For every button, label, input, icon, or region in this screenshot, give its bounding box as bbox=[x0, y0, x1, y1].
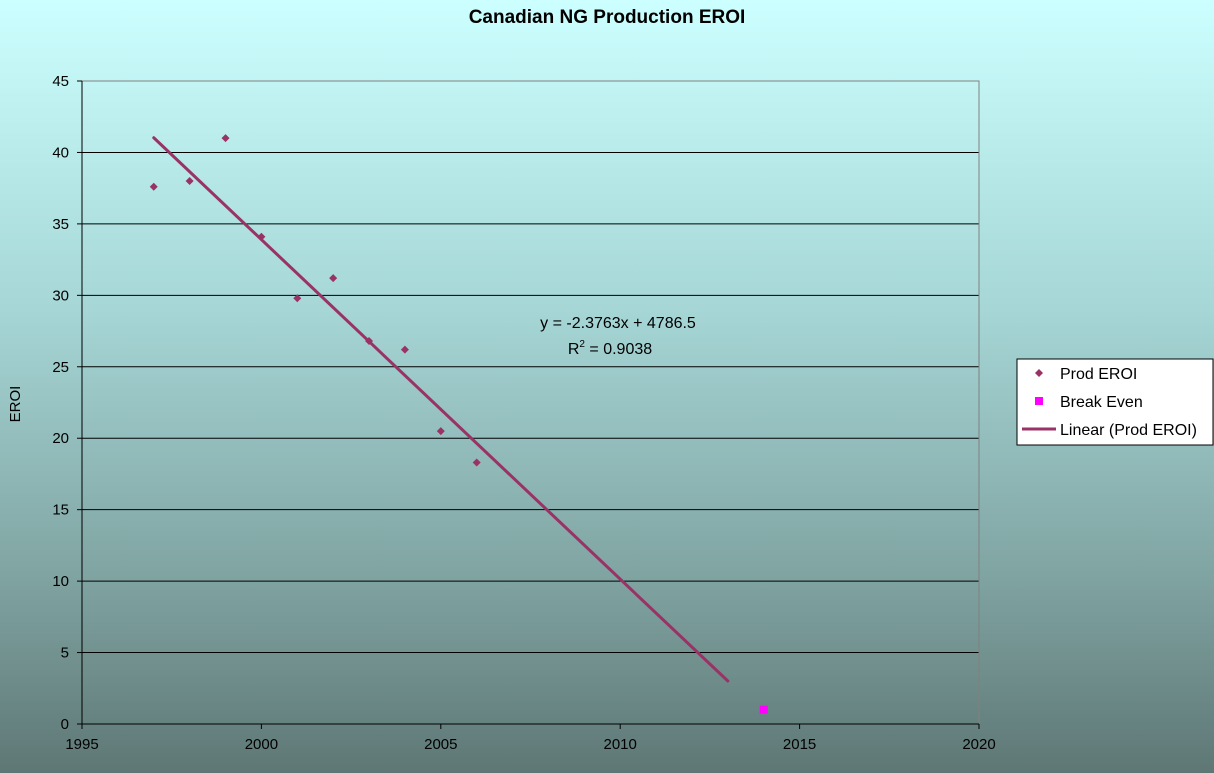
y-tick-label: 5 bbox=[61, 645, 69, 662]
legend-prod-eroi-label: Prod EROI bbox=[1060, 366, 1137, 383]
data-points bbox=[149, 134, 768, 714]
r2-suffix: = 0.9038 bbox=[585, 341, 652, 358]
prod-eroi-point bbox=[472, 458, 481, 467]
prod-eroi-point bbox=[293, 294, 302, 303]
gridlines bbox=[82, 80, 979, 654]
y-tick-label: 45 bbox=[52, 73, 69, 90]
y-tick-label: 35 bbox=[52, 216, 69, 233]
y-tick-label: 20 bbox=[52, 430, 69, 447]
plot-area-border bbox=[81, 80, 980, 725]
chart-title: Canadian NG Production EROI bbox=[469, 7, 746, 28]
y-tick-label: 30 bbox=[52, 287, 69, 304]
x-tick-label: 2020 bbox=[962, 736, 995, 753]
x-tick-label: 2005 bbox=[424, 736, 457, 753]
legend-prod-eroi-marker bbox=[1035, 369, 1043, 377]
y-tick-label: 25 bbox=[52, 359, 69, 376]
prod-eroi-point bbox=[149, 182, 158, 191]
y-tick-label: 10 bbox=[52, 573, 69, 590]
y-tick-label: 15 bbox=[52, 502, 69, 519]
prod-eroi-point bbox=[365, 337, 374, 346]
trendline-layer bbox=[152, 136, 730, 683]
trendline-linear-prod-eroi bbox=[152, 136, 730, 683]
x-tick-label: 1995 bbox=[65, 736, 98, 753]
legend-break-even-marker bbox=[1035, 397, 1043, 405]
prod-eroi-point bbox=[257, 232, 266, 241]
prod-eroi-point bbox=[221, 134, 230, 143]
x-tick-label: 2010 bbox=[604, 736, 637, 753]
x-tick-label: 2000 bbox=[245, 736, 278, 753]
legend: Prod EROI Break Even Linear (Prod EROI) bbox=[1016, 358, 1214, 446]
legend-box bbox=[1016, 358, 1214, 446]
legend-linear-label: Linear (Prod EROI) bbox=[1060, 422, 1197, 439]
x-tick-label: 2015 bbox=[783, 736, 816, 753]
prod-eroi-point bbox=[400, 345, 409, 354]
y-tick-label: 40 bbox=[52, 144, 69, 161]
legend-break-even-label: Break Even bbox=[1060, 394, 1143, 411]
prod-eroi-point bbox=[436, 427, 445, 436]
axes bbox=[77, 80, 980, 729]
prod-eroi-point bbox=[329, 274, 338, 283]
r2-superscript: 2 bbox=[579, 339, 585, 350]
y-axis-label: EROI bbox=[7, 386, 24, 423]
y-tick-label: 0 bbox=[61, 716, 69, 733]
r2-prefix: R bbox=[568, 341, 580, 358]
prod-eroi-point bbox=[185, 177, 194, 186]
y-tick-labels: 0 5 10 15 20 25 30 35 40 45 bbox=[52, 73, 69, 733]
trendline-equation: y = -2.3763x + 4786.5 bbox=[540, 315, 696, 332]
trendline-r-squared: R2 = 0.9038 bbox=[568, 339, 652, 358]
break-even-point bbox=[759, 705, 768, 714]
x-tick-labels: 1995 2000 2005 2010 2015 2020 bbox=[65, 736, 995, 753]
